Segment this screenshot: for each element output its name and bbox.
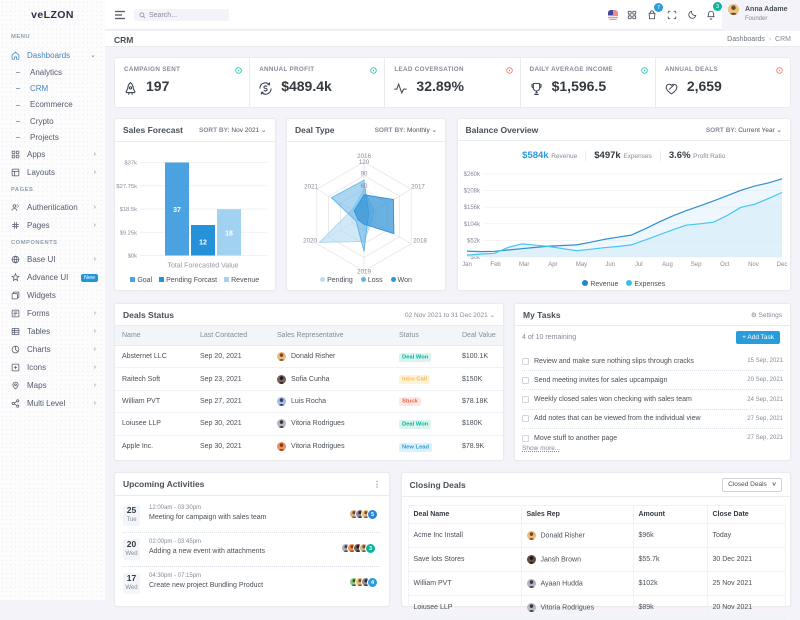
svg-text:Nov: Nov (748, 262, 759, 268)
svg-text:$156k: $156k (463, 205, 480, 211)
svg-text:Jun: Jun (605, 262, 615, 268)
svg-text:$37k: $37k (124, 161, 137, 167)
svg-text:2018: 2018 (413, 238, 427, 245)
svg-text:60: 60 (361, 183, 368, 190)
svg-text:$52k: $52k (466, 238, 480, 244)
svg-text:Jul: Jul (634, 262, 642, 268)
svg-text:2019: 2019 (357, 269, 371, 276)
svg-text:Oct: Oct (720, 262, 730, 268)
svg-text:Apr: Apr (548, 262, 557, 268)
svg-text:Aug: Aug (662, 262, 673, 268)
svg-text:$208k: $208k (463, 189, 480, 195)
svg-text:2016: 2016 (357, 153, 371, 160)
svg-text:$18.5k: $18.5k (120, 207, 138, 213)
svg-text:$9.25k: $9.25k (120, 230, 138, 236)
svg-text:$27.75k: $27.75k (116, 184, 137, 190)
svg-text:120: 120 (359, 159, 370, 166)
svg-text:2020: 2020 (303, 238, 317, 245)
svg-text:2021: 2021 (304, 184, 318, 191)
svg-text:90: 90 (361, 171, 368, 178)
svg-text:18: 18 (225, 231, 233, 238)
svg-text:Jan: Jan (462, 262, 472, 268)
svg-text:Mar: Mar (519, 262, 529, 268)
svg-text:$104k: $104k (463, 222, 480, 228)
svg-text:Feb: Feb (490, 262, 501, 268)
svg-text:Sep: Sep (690, 262, 701, 268)
svg-text:$0k: $0k (470, 255, 481, 261)
svg-text:0: 0 (362, 213, 366, 220)
svg-text:12: 12 (199, 240, 207, 247)
svg-text:2017: 2017 (411, 184, 425, 191)
svg-text:$0k: $0k (128, 254, 137, 260)
svg-text:37: 37 (173, 207, 181, 214)
svg-text:$260k: $260k (463, 172, 480, 178)
svg-text:Dec: Dec (776, 262, 787, 268)
svg-text:Total Forecasted Value: Total Forecasted Value (167, 263, 238, 270)
svg-text:May: May (575, 262, 586, 268)
